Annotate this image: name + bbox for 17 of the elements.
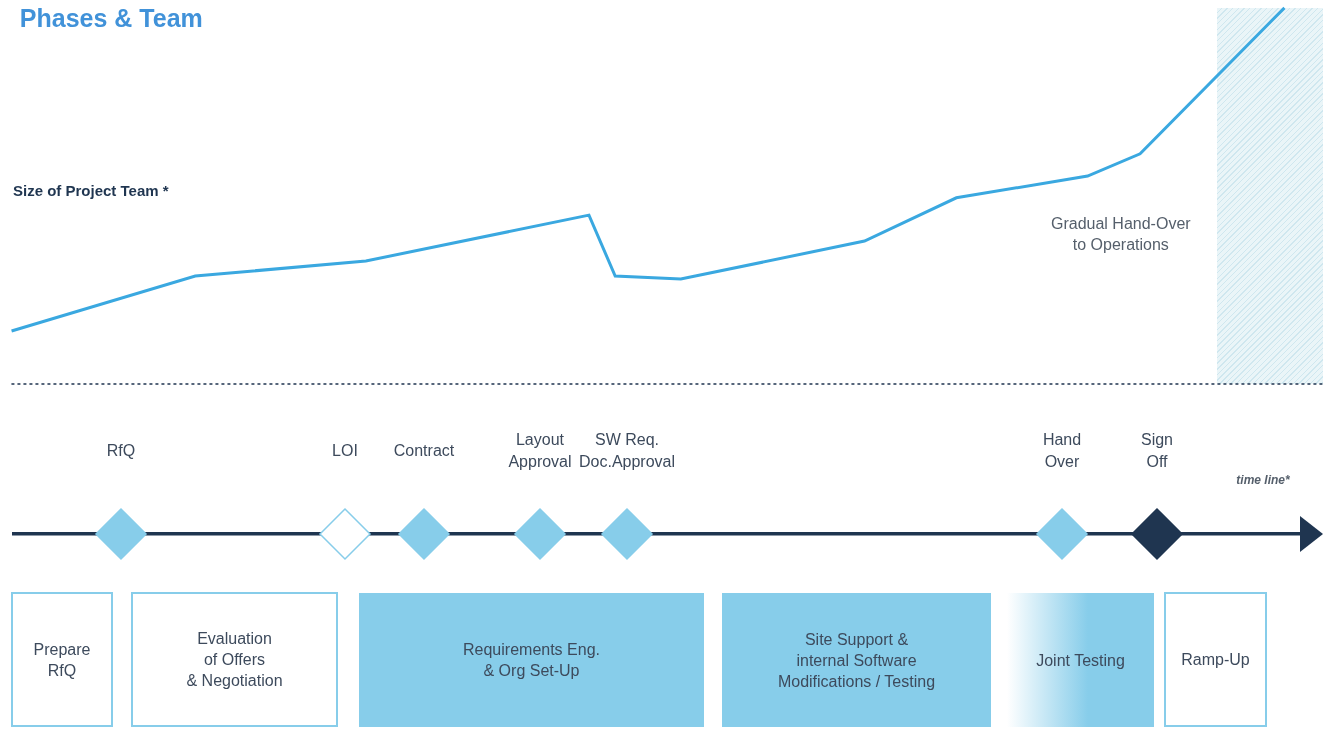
phase-box: Site Support & internal Software Modifications / Testing bbox=[722, 593, 991, 727]
phase-box: Ramp-Up bbox=[1164, 592, 1267, 727]
phase-box: Prepare RfQ bbox=[11, 592, 113, 727]
y-axis-title: Size of Project Team * bbox=[13, 182, 169, 199]
text: Contract bbox=[393, 441, 455, 461]
text: time line* bbox=[1236, 472, 1290, 489]
text: LOI bbox=[332, 441, 358, 461]
chart-title: Phases & Team bbox=[19, 4, 203, 33]
phase-box: Requirements Eng. & Org Set-Up bbox=[359, 593, 704, 727]
phase-box: Joint Testing bbox=[1007, 593, 1154, 727]
text: SW Req. Doc.Approval bbox=[578, 430, 676, 472]
text: Layout Approval bbox=[508, 430, 572, 472]
text: Hand Over bbox=[1042, 430, 1082, 472]
annotation: Gradual Hand-Over to Operations bbox=[1051, 215, 1192, 253]
text: Sign Off bbox=[1140, 430, 1174, 472]
text: RfQ bbox=[106, 441, 136, 461]
phase-box: Evaluation of Offers & Negotiation bbox=[131, 592, 338, 727]
